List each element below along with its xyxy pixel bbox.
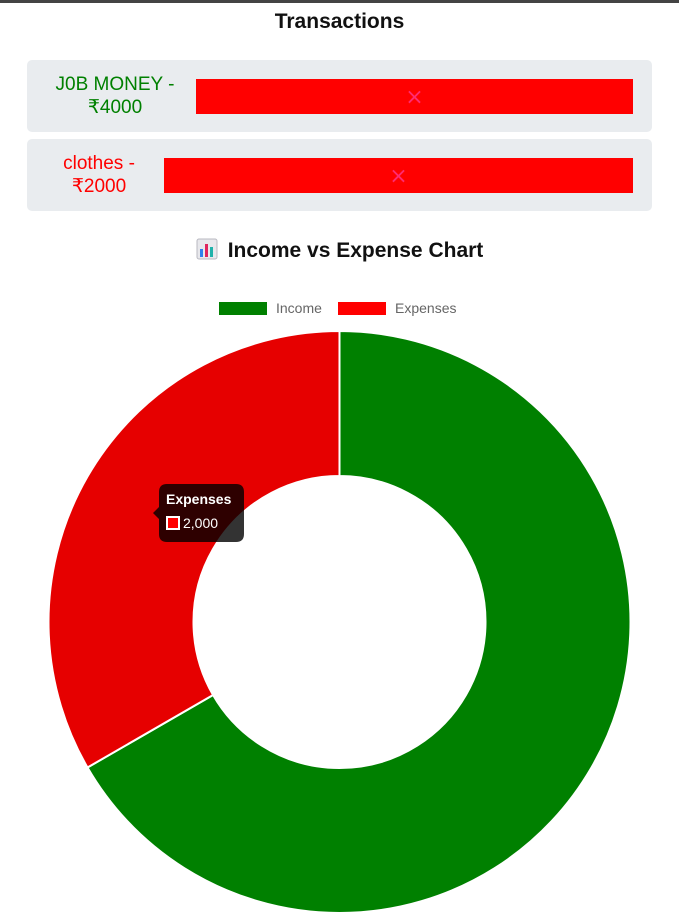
transaction-label: J0B MONEY - ₹4000 — [35, 73, 195, 119]
legend-label-expenses[interactable]: Expenses — [395, 300, 456, 316]
transaction-item: clothes - ₹2000 × — [27, 139, 652, 211]
close-icon: × — [389, 164, 408, 189]
close-icon: × — [405, 85, 424, 110]
bar-chart-icon — [196, 238, 218, 266]
slice-income[interactable] — [86, 329, 632, 914]
page-title: Transactions — [274, 10, 405, 33]
legend-label-income[interactable]: Income — [276, 300, 322, 316]
transaction-amount: ₹4000 — [87, 97, 143, 118]
doughnut-chart: Income Expenses Expenses 2,000 — [47, 300, 632, 914]
transaction-item: J0B MONEY - ₹4000 × — [27, 60, 652, 132]
tooltip-swatch — [166, 516, 180, 530]
tooltip-value: 2,000 — [183, 515, 218, 531]
transaction-name: J0B MONEY - — [55, 74, 175, 95]
transaction-amount: ₹2000 — [71, 176, 127, 197]
legend-swatch-income[interactable] — [219, 302, 267, 315]
delete-transaction-button[interactable]: × — [196, 79, 633, 114]
tooltip-title: Expenses — [166, 491, 232, 507]
transaction-label: clothes - ₹2000 — [35, 152, 163, 198]
chart-title-text: Income vs Expense Chart — [227, 239, 484, 262]
top-divider — [0, 0, 679, 3]
legend-swatch-expenses[interactable] — [338, 302, 386, 315]
transaction-name: clothes - — [63, 153, 135, 174]
chart-title: Income vs Expense Chart — [0, 238, 679, 266]
delete-transaction-button[interactable]: × — [164, 158, 633, 193]
slice-expenses[interactable] — [47, 329, 341, 769]
